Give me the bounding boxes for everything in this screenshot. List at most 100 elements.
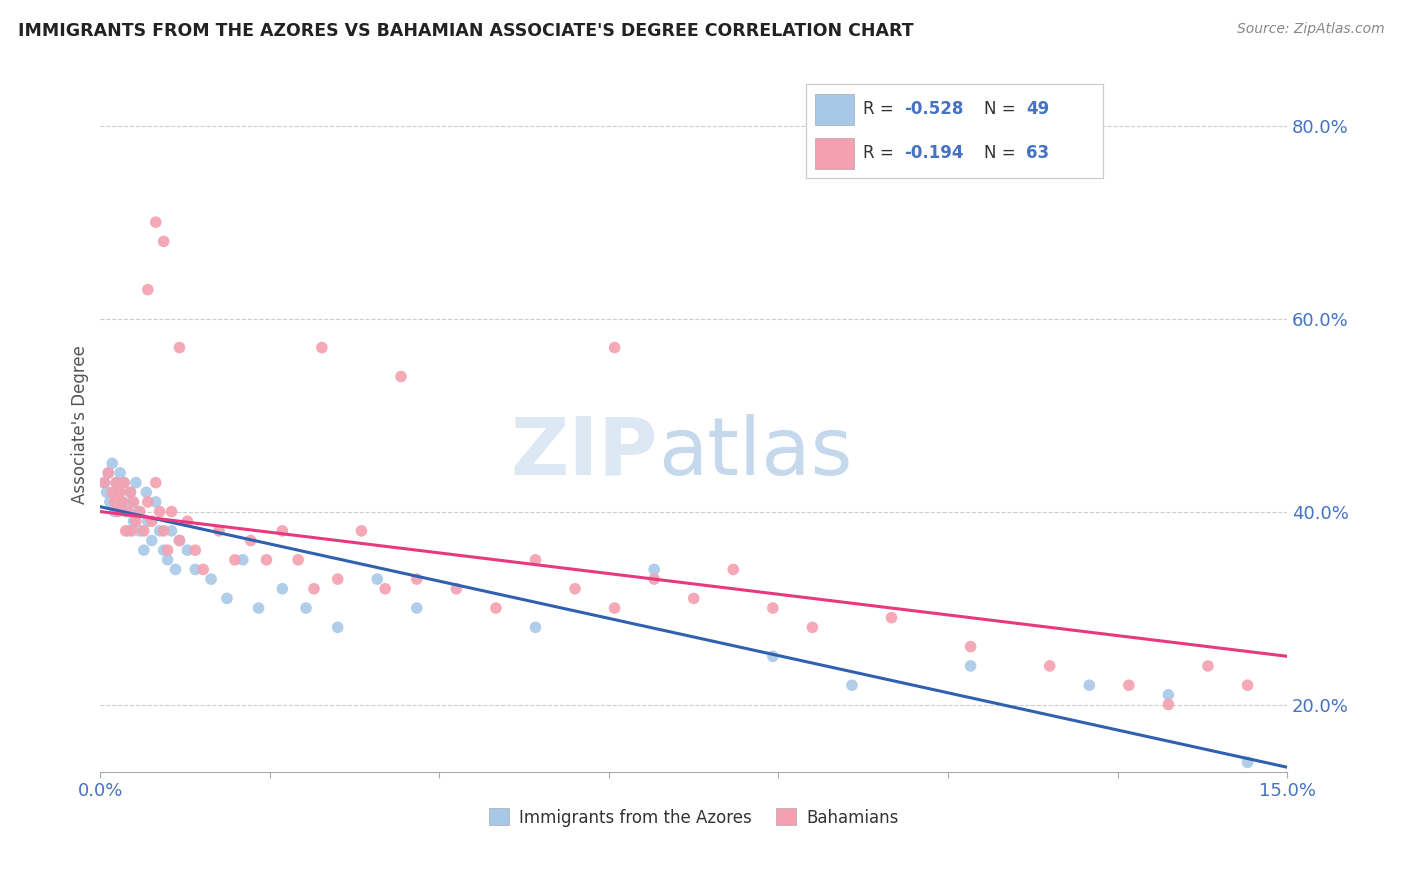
Point: [326, 572, 349, 586]
Point: [108, 485, 131, 500]
Point: [136, 495, 159, 509]
Point: [405, 572, 427, 586]
Point: [287, 553, 309, 567]
Point: [125, 514, 148, 528]
Point: [120, 485, 142, 500]
Point: [122, 495, 145, 509]
Point: [121, 495, 143, 509]
Point: [120, 485, 142, 500]
Point: [135, 485, 157, 500]
Point: [271, 582, 294, 596]
Point: [136, 283, 159, 297]
Point: [93, 475, 115, 490]
Point: [295, 601, 318, 615]
Point: [200, 572, 222, 586]
Point: [389, 369, 412, 384]
Point: [152, 524, 174, 538]
Point: [98, 495, 121, 509]
Point: [97, 466, 120, 480]
Point: [1157, 688, 1180, 702]
Point: [114, 524, 136, 538]
Point: [132, 543, 155, 558]
Point: [256, 553, 278, 567]
Point: [112, 475, 135, 490]
Point: [524, 620, 547, 634]
Point: [350, 524, 373, 538]
Point: [762, 649, 785, 664]
Point: [326, 620, 349, 634]
Point: [107, 485, 129, 500]
Point: [108, 466, 131, 480]
Point: [1118, 678, 1140, 692]
Point: [165, 562, 187, 576]
Point: [132, 524, 155, 538]
Point: [603, 341, 626, 355]
Point: [1197, 659, 1219, 673]
Point: [184, 543, 207, 558]
Y-axis label: Associate's Degree: Associate's Degree: [72, 345, 89, 504]
Point: [1078, 678, 1101, 692]
Point: [405, 601, 427, 615]
Point: [485, 601, 508, 615]
Point: [152, 543, 174, 558]
Point: [149, 505, 172, 519]
Point: [239, 533, 262, 548]
Point: [141, 514, 163, 528]
Point: [232, 553, 254, 567]
Point: [643, 562, 665, 576]
Point: [1236, 756, 1258, 770]
Legend: Immigrants from the Azores, Bahamians: Immigrants from the Azores, Bahamians: [482, 802, 905, 833]
Point: [145, 475, 167, 490]
Point: [959, 640, 981, 654]
Point: [107, 505, 129, 519]
Point: [247, 601, 270, 615]
Point: [215, 591, 238, 606]
Point: [125, 475, 148, 490]
Point: [105, 475, 128, 490]
Point: [880, 610, 903, 624]
Point: [104, 505, 127, 519]
Point: [122, 514, 145, 528]
Point: [111, 495, 134, 509]
Point: [682, 591, 704, 606]
Point: [104, 495, 127, 509]
Text: atlas: atlas: [658, 414, 852, 491]
Point: [311, 341, 333, 355]
Text: ZIP: ZIP: [510, 414, 658, 491]
Point: [97, 466, 120, 480]
Point: [160, 524, 183, 538]
Point: [129, 524, 152, 538]
Point: [302, 582, 325, 596]
Point: [723, 562, 745, 576]
Point: [111, 495, 134, 509]
Point: [93, 475, 115, 490]
Point: [129, 505, 152, 519]
Point: [208, 524, 231, 538]
Point: [152, 235, 174, 249]
Point: [169, 533, 191, 548]
Point: [117, 505, 139, 519]
Point: [184, 562, 207, 576]
Point: [114, 505, 136, 519]
Point: [1157, 698, 1180, 712]
Point: [603, 601, 626, 615]
Point: [224, 553, 246, 567]
Point: [96, 485, 118, 500]
Point: [145, 215, 167, 229]
Point: [762, 601, 785, 615]
Point: [101, 485, 124, 500]
Point: [121, 524, 143, 538]
Point: [141, 533, 163, 548]
Point: [801, 620, 824, 634]
Point: [564, 582, 586, 596]
Point: [169, 533, 191, 548]
Point: [524, 553, 547, 567]
Point: [959, 659, 981, 673]
Point: [176, 543, 198, 558]
Text: IMMIGRANTS FROM THE AZORES VS BAHAMIAN ASSOCIATE'S DEGREE CORRELATION CHART: IMMIGRANTS FROM THE AZORES VS BAHAMIAN A…: [18, 22, 914, 40]
Point: [117, 524, 139, 538]
Point: [193, 562, 215, 576]
Point: [366, 572, 388, 586]
Point: [446, 582, 468, 596]
Point: [105, 475, 128, 490]
